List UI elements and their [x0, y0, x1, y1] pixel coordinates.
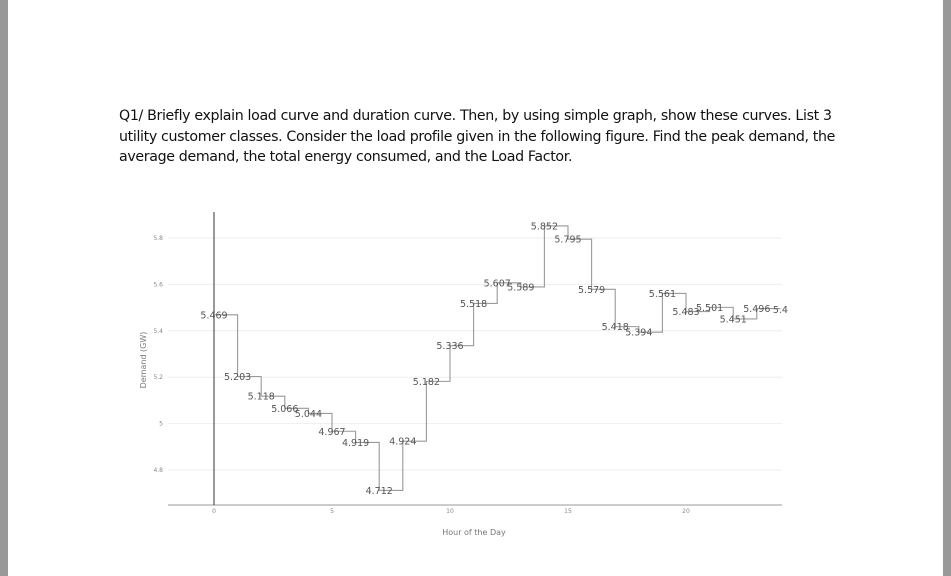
data-label: 5.066 [271, 404, 298, 415]
data-label: 4.919 [342, 438, 369, 449]
data-label: 5.518 [460, 299, 487, 310]
y-axis-title: Demand (GW) [139, 332, 148, 389]
data-label: 5.044 [295, 409, 322, 420]
x-tick-label: 15 [564, 508, 572, 515]
data-label: 5.589 [507, 282, 534, 293]
data-label: 4.924 [389, 437, 416, 448]
data-label: 4.712 [366, 486, 393, 497]
data-label: 5.561 [649, 289, 676, 300]
x-axis-ticks: 0 5 10 15 20 [212, 508, 690, 515]
y-tick-label: 5.8 [153, 235, 163, 242]
y-tick-label: 5.4 [153, 328, 163, 335]
y-tick-label: 5.6 [153, 281, 163, 288]
data-label: 5.118 [248, 392, 275, 403]
data-label: 4.967 [318, 427, 345, 438]
data-label: 5.579 [578, 285, 605, 296]
data-label: 5.451 [720, 314, 747, 325]
data-label: 5.501 [696, 303, 723, 314]
y-axis-ticks: 4.8 5 5.2 5.4 5.6 5.8 [153, 235, 163, 474]
data-label: 5.607 [484, 278, 511, 289]
y-tick-label: 4.8 [153, 467, 163, 474]
y-tick-label: 5 [159, 421, 163, 428]
data-label: 5.418 [602, 322, 629, 333]
x-tick-label: 10 [446, 508, 454, 515]
x-tick-label: 5 [330, 508, 334, 515]
data-label: 5.182 [413, 377, 440, 388]
data-label: 5.496 [743, 304, 770, 315]
data-label: 5.336 [436, 341, 463, 352]
data-label: 5.394 [625, 328, 652, 339]
data-label: 5.483 [672, 307, 699, 318]
x-axis-title: Hour of the Day [442, 528, 506, 537]
y-tick-label: 5.2 [153, 374, 163, 381]
x-tick-label: 20 [682, 508, 690, 515]
data-label: 5.469 [200, 310, 227, 321]
data-label: 5.795 [554, 235, 581, 246]
load-step-line [214, 225, 781, 491]
gridlines [168, 237, 782, 471]
question-text: Q1/ Briefly explain load curve and durat… [119, 108, 836, 165]
x-tick-label: 0 [212, 508, 216, 515]
window-frame-right [943, 0, 951, 576]
window-frame-left [0, 0, 8, 576]
data-label: 5.4 [773, 305, 788, 316]
data-label: 5.203 [224, 372, 251, 383]
data-label: 5.852 [531, 221, 558, 232]
